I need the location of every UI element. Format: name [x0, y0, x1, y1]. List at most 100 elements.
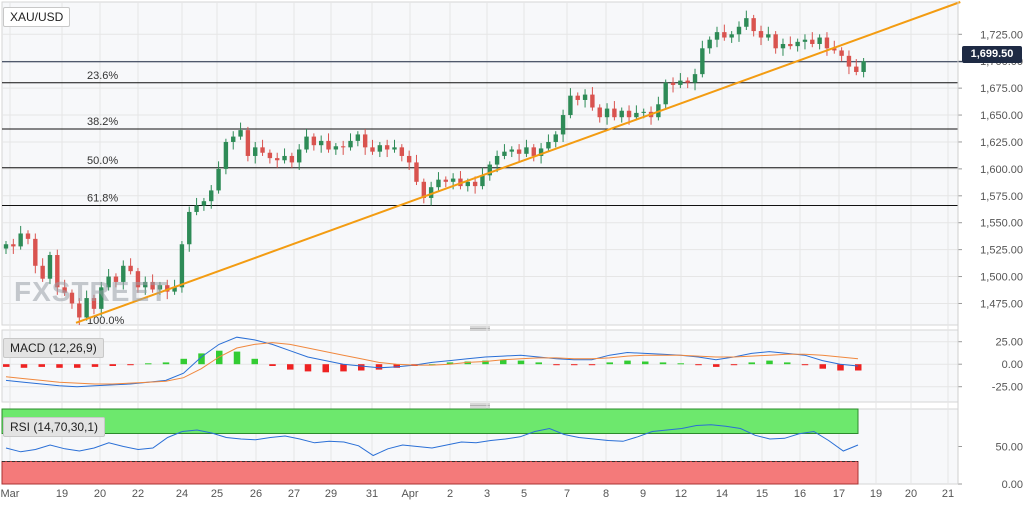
bullish-candle	[187, 206, 192, 252]
candle-body	[531, 147, 536, 156]
candle-body	[670, 82, 676, 85]
candle-body	[275, 158, 280, 161]
macd-y-tick-label: 0.00	[1002, 359, 1023, 371]
bearish-candle	[25, 230, 31, 245]
bullish-candle	[231, 131, 236, 150]
bullish-candle	[121, 260, 126, 290]
candle-body	[590, 94, 595, 108]
candle-body	[318, 140, 324, 146]
x-tick-label: 12	[675, 488, 687, 500]
candle-body	[223, 141, 229, 169]
macd-hist-bar-down	[713, 364, 720, 367]
macd-indicator-label[interactable]: MACD (12,26,9)	[3, 338, 104, 358]
bullish-candle	[348, 133, 353, 151]
bullish-candle	[318, 135, 324, 153]
candle-body	[377, 145, 383, 152]
candle-body	[612, 108, 617, 118]
candle-body	[231, 136, 236, 142]
candle-body	[143, 281, 148, 288]
bullish-candle	[216, 161, 221, 194]
candle-body	[817, 37, 822, 44]
rsi-oversold-zone	[1, 461, 859, 485]
price-y-tick-label: 1,625.00	[980, 137, 1023, 149]
bullish-candle	[817, 34, 822, 50]
x-tick-label: 2	[447, 488, 453, 500]
candle-body	[634, 112, 639, 118]
bearish-candle	[370, 139, 375, 155]
candle-body	[121, 265, 126, 282]
bearish-candle	[575, 92, 580, 106]
candle-body	[604, 108, 610, 118]
macd-hist-bar-up	[446, 362, 454, 365]
macd-hist-bar-up	[145, 363, 152, 365]
bullish-candle	[700, 40, 705, 78]
bullish-candle	[377, 141, 383, 158]
bearish-candle	[722, 24, 727, 41]
candle-body	[414, 162, 419, 182]
bearish-candle	[113, 273, 119, 288]
candle-body	[113, 276, 119, 282]
macd-hist-bar-down	[819, 364, 826, 369]
candle-body	[238, 130, 243, 137]
candle-body	[297, 149, 302, 163]
bullish-candle	[238, 122, 243, 140]
x-tick-label: 5	[521, 488, 527, 500]
candle-body	[267, 152, 273, 159]
x-tick-label: 19	[56, 488, 68, 500]
bullish-candle	[729, 31, 734, 43]
candle-body	[47, 255, 53, 279]
candle-body	[861, 61, 866, 72]
x-tick-label: 21	[942, 488, 954, 500]
macd-hist-bar-up	[162, 362, 170, 365]
candle-body	[443, 179, 448, 182]
x-tick-label: Apr	[401, 488, 418, 500]
macd-signal-line	[5, 342, 859, 385]
candle-body	[311, 136, 317, 146]
x-tick-label: 25	[211, 488, 223, 500]
price-y-tick-label: 1,550.00	[980, 218, 1023, 230]
candle-body	[40, 265, 45, 279]
x-tick-label: 22	[132, 488, 144, 500]
bearish-candle	[135, 267, 141, 293]
bearish-candle	[245, 126, 251, 162]
macd-hist-bar-up	[517, 360, 525, 365]
bullish-candle	[3, 241, 9, 254]
candle-body	[810, 39, 815, 44]
bearish-candle	[311, 133, 317, 151]
x-tick-label: 16	[794, 488, 806, 500]
candle-body	[707, 39, 712, 49]
candle-body	[428, 187, 434, 198]
x-tick-label: 9	[640, 488, 646, 500]
candle-body	[84, 298, 89, 318]
ascending-trendline	[75, 1, 961, 324]
candle-body	[736, 26, 742, 35]
candle-body	[282, 155, 287, 161]
macd-y-tick-label: 25.00	[995, 337, 1023, 349]
bearish-candle	[421, 178, 427, 204]
bullish-candle	[568, 88, 573, 119]
bearish-candle	[340, 140, 346, 155]
bearish-candle	[260, 139, 265, 156]
candle-body	[714, 32, 720, 40]
x-tick-label: 31	[366, 488, 378, 500]
x-tick-label: 20	[905, 488, 917, 500]
bullish-candle	[736, 21, 742, 42]
rsi-indicator-label[interactable]: RSI (14,70,30,1)	[3, 417, 106, 437]
candle-body	[106, 276, 111, 288]
bearish-candle	[839, 47, 844, 62]
watermark-logo: FXSTREET	[14, 276, 169, 307]
bearish-candle	[590, 87, 595, 111]
bearish-candle	[267, 149, 273, 164]
candle-body	[582, 94, 588, 100]
macd-hist-bar-down	[269, 364, 276, 366]
macd-hist-bar-up	[766, 360, 773, 365]
macd-hist-bar-up	[233, 351, 241, 365]
bullish-candle	[582, 89, 588, 108]
candle-body	[802, 39, 808, 42]
macd-hist-bar-down	[304, 364, 312, 372]
macd-hist-bar-down	[340, 364, 347, 372]
bearish-candle	[77, 298, 82, 325]
macd-hist-bar-down	[801, 364, 809, 366]
macd-hist-bar-down	[322, 364, 329, 373]
